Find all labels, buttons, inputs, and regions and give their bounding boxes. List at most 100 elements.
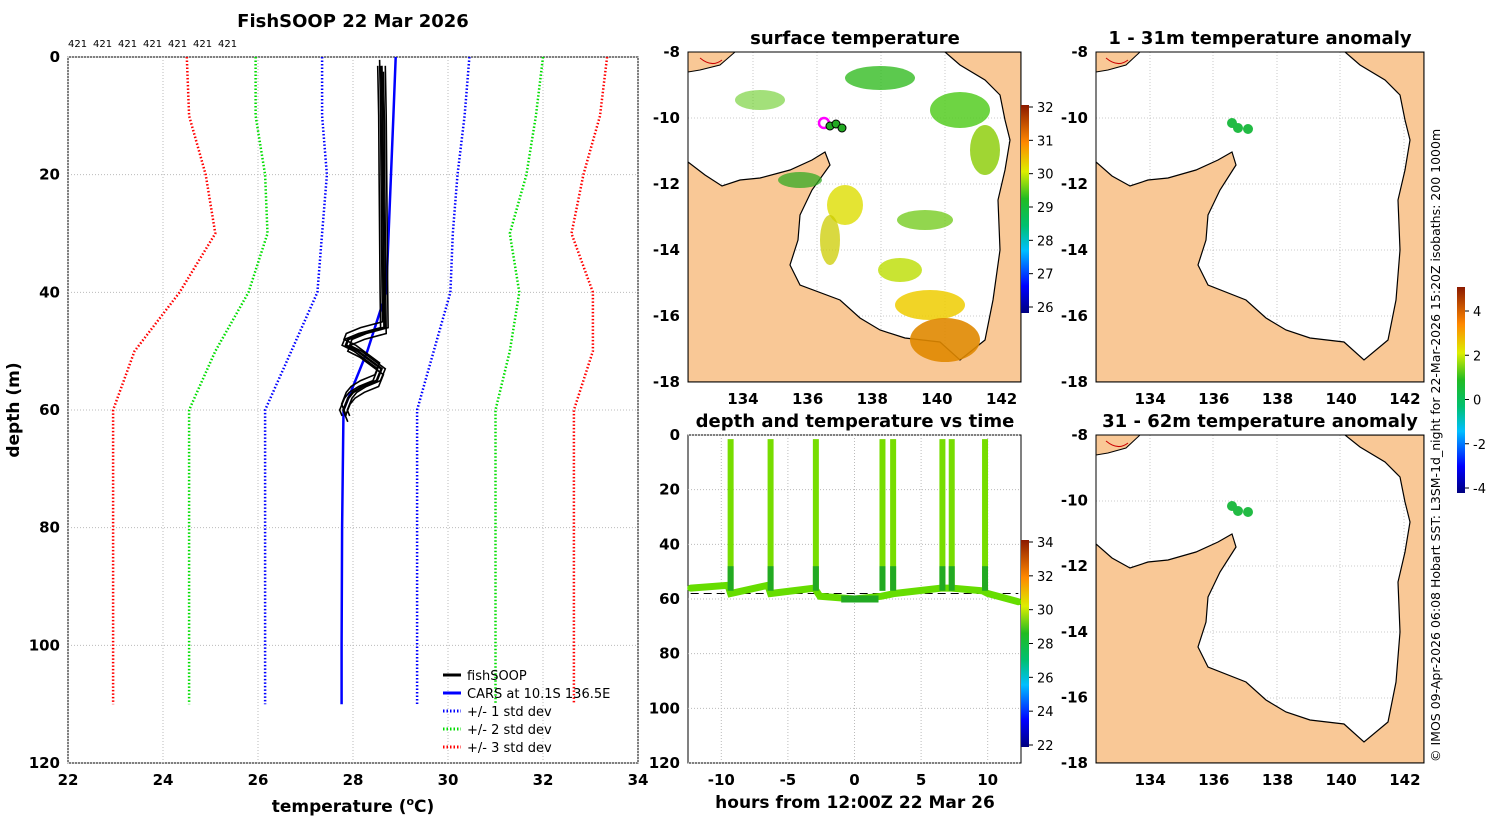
profile-legend: fishSOOP CARS at 10.1S 136.5E +/- 1 std de…: [443, 669, 610, 756]
colorbar-tick-label: 30: [1037, 604, 1054, 619]
lat-tick-label: -16: [1061, 307, 1088, 325]
top-label: 421: [193, 39, 212, 50]
ts-xtick-label: 5: [916, 771, 926, 789]
profile-xtick-label: 34: [628, 771, 649, 789]
legend-label: +/- 2 std dev: [467, 723, 552, 738]
colorbar-tick-label: 32: [1037, 570, 1054, 585]
colorbar-tick-label: 28: [1037, 638, 1054, 653]
ts-xtick-label: 10: [977, 771, 998, 789]
legend-label: CARS at 10.1S 136.5E: [467, 687, 610, 702]
anomaly1-axes-box: [1095, 51, 1425, 383]
anomaly-map-2-panel: 31 - 62m temperature anomaly 134 136 138 14…: [1061, 411, 1425, 789]
ts-ytick-label: 20: [659, 481, 680, 499]
profile-xtick-label: 24: [153, 771, 174, 789]
profile-lines: [111, 56, 609, 705]
colorbar-tick-label: 4: [1473, 305, 1481, 320]
profile-panel: FishSOOP 22 Mar 2026 421 421 421 421 421 421 4…: [4, 11, 648, 817]
profile-xtick-label: 30: [438, 771, 459, 789]
profile-xlabel-end: C): [414, 797, 434, 817]
profile-ytick-label: 20: [39, 166, 60, 184]
anomaly2-axes-box: [1095, 434, 1425, 764]
top-label: 421: [68, 39, 87, 50]
lat-tick-label: -8: [1071, 426, 1088, 444]
lon-tick-label: 142: [986, 390, 1017, 408]
lat-tick-label: -10: [653, 109, 680, 127]
ts-ytick-label: 120: [649, 754, 680, 772]
colorbar-tick-label: 31: [1037, 134, 1054, 149]
timeseries-title: depth and temperature vs time: [696, 411, 1015, 432]
profile-title: FishSOOP 22 Mar 2026: [237, 11, 469, 32]
colorbar-tick-label: 28: [1037, 234, 1054, 249]
colorbar-tick-label: 22: [1037, 739, 1054, 754]
legend-label: fishSOOP: [467, 669, 527, 684]
anomaly-colorbar: [1457, 287, 1465, 493]
profile-series-2: [415, 56, 471, 705]
legend-label: +/- 3 std dev: [467, 741, 552, 756]
lon-tick-label: 134: [1134, 390, 1165, 408]
profile-series-5: [111, 56, 217, 705]
lon-tick-label: 138: [1262, 390, 1293, 408]
profile-xtick-label: 28: [343, 771, 364, 789]
top-labels: 421 421 421 421 421 421 421: [68, 39, 237, 50]
anomaly-map-1-panel: 1 - 31m temperature anomaly 134 136 138 140…: [1061, 28, 1486, 497]
lat-tick-label: -14: [1061, 623, 1088, 641]
anomaly1-isobath: [1105, 57, 1129, 64]
profile-xlabel-sup: o: [406, 795, 414, 808]
sst-track: [817, 116, 847, 133]
colorbar-tick-label: 2: [1473, 349, 1481, 364]
anomaly2-points: [1227, 501, 1253, 517]
ts-xtick-label: 0: [849, 771, 859, 789]
anomaly1-points: [1227, 118, 1253, 134]
profile-ticks: 22 24 26 28 30 32 34 0 20 40 60 80 100 120: [29, 48, 649, 789]
lat-tick-label: -12: [1061, 557, 1088, 575]
profile-xtick-label: 26: [248, 771, 269, 789]
ts-ytick-label: 80: [659, 645, 680, 663]
timeseries-xlabel: hours from 12:00Z 22 Mar 26: [715, 793, 995, 813]
lat-tick-label: -14: [653, 241, 680, 259]
sst-colorbar: [1021, 105, 1029, 313]
ts-ytick-label: 0: [670, 426, 680, 444]
profile-series-3: [187, 57, 269, 705]
profile-xtick-label: 22: [58, 771, 79, 789]
colorbar-tick-label: 30: [1037, 168, 1054, 183]
anomaly1-ticks: 134 136 138 140 142 -8 -10 -12 -14 -16 -18: [1061, 43, 1421, 408]
profile-ytick-label: 40: [39, 283, 60, 301]
profile-xlabel-main: temperature (: [272, 797, 407, 817]
sst-map-content: [688, 52, 1021, 382]
legend-label: +/- 1 std dev: [467, 705, 552, 720]
lat-tick-label: -16: [1061, 688, 1088, 706]
timeseries-plot: [687, 434, 1022, 764]
anomaly1-content: [1096, 52, 1424, 382]
lon-tick-label: 142: [1389, 771, 1420, 789]
profile-ytick-label: 80: [39, 519, 60, 537]
anomaly2-ticks: 134 136 138 140 142 -8 -10 -12 -14 -16 -18: [1061, 426, 1421, 789]
fishsoop-trace: [344, 71, 388, 423]
timeseries-colorbar: [1021, 540, 1029, 747]
ts-ytick-label: 40: [659, 535, 680, 553]
profile-series-7: [342, 65, 386, 417]
anomaly2-land-north: [1096, 435, 1141, 456]
anomaly-colorbar-ticks: 4 2 0 -2 -4: [1465, 305, 1486, 497]
colorbar-tick-label: -2: [1473, 438, 1486, 453]
colorbar-tick-label: 29: [1037, 201, 1054, 216]
profile-ytick-label: 0: [50, 48, 60, 66]
lon-tick-label: 140: [1326, 771, 1357, 789]
profile-ytick-label: 60: [39, 401, 60, 419]
lat-tick-label: -12: [653, 175, 680, 193]
lon-tick-label: 136: [1198, 771, 1229, 789]
sst-map-panel: surface temperature: [653, 28, 1054, 408]
anomaly1-land: [1096, 52, 1424, 382]
colorbar-tick-label: -4: [1473, 482, 1486, 497]
lat-tick-label: -8: [1071, 43, 1088, 61]
top-label: 421: [93, 39, 112, 50]
colorbar-tick-label: 34: [1037, 536, 1054, 551]
colorbar-tick-label: 26: [1037, 671, 1054, 686]
lat-tick-label: -18: [653, 373, 680, 391]
sst-colorbar-ticks: 32 31 30 29 28 27 26: [1029, 101, 1054, 316]
profile-series-0: [340, 56, 397, 705]
colorbar-tick-label: 27: [1037, 268, 1054, 283]
profile-ylabel: depth (m): [4, 362, 24, 457]
profile-ytick-label: 120: [29, 754, 60, 772]
lat-tick-label: -18: [1061, 373, 1088, 391]
